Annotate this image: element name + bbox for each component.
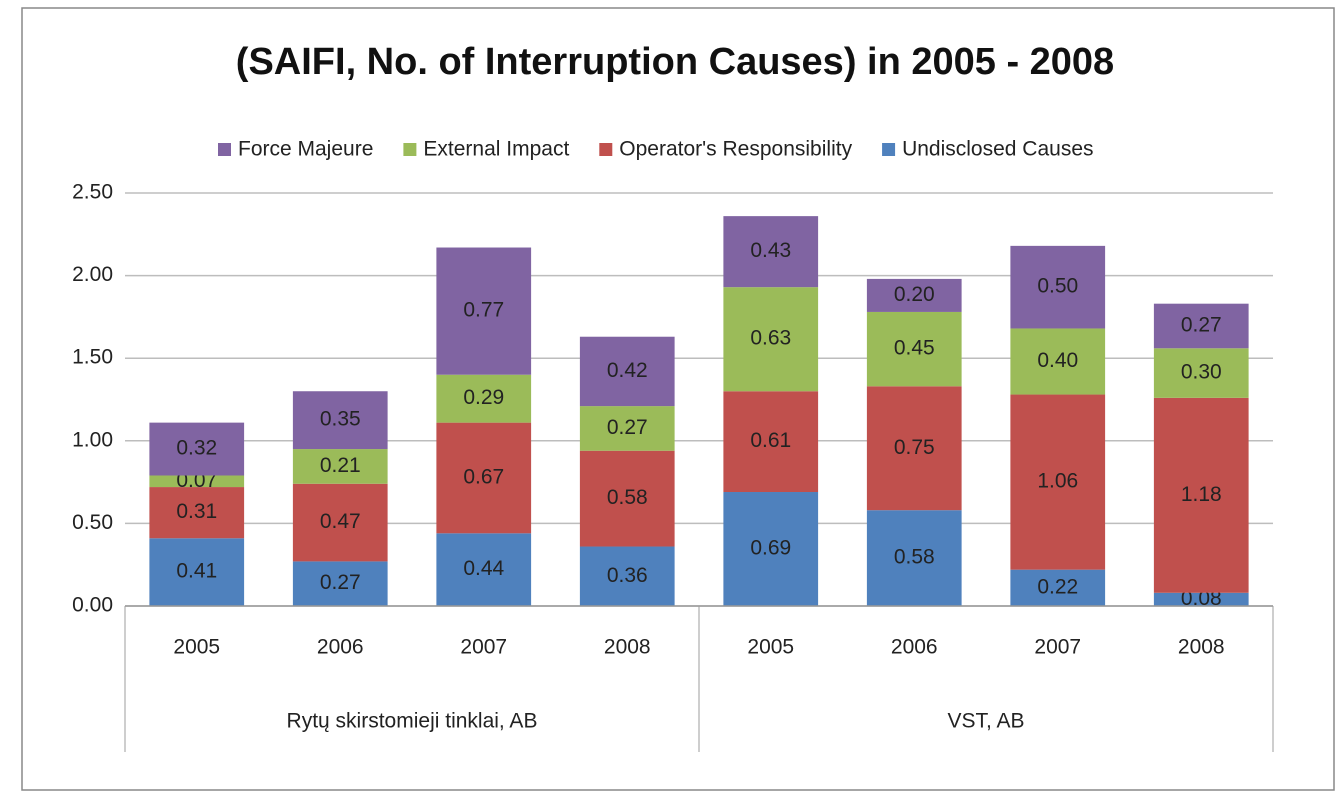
data-label: 0.75: [894, 436, 935, 459]
bar-segment: [149, 422, 245, 476]
bar-segment: [723, 287, 819, 392]
bar-segment: [292, 391, 388, 450]
bar-segment: [579, 336, 675, 407]
x-tick-label: 2007: [460, 636, 507, 659]
bar-segment: [866, 510, 962, 606]
data-label: 0.41: [176, 560, 217, 583]
bar-segment: [436, 247, 532, 375]
data-label: 0.30: [1181, 361, 1222, 384]
y-tick-label: 2.50: [72, 181, 113, 204]
x-tick-label: 2005: [747, 636, 794, 659]
bar-segment: [292, 561, 388, 606]
chart-frame: [21, 7, 1335, 791]
y-tick-label: 0.00: [72, 594, 113, 617]
bar-segment: [723, 216, 819, 288]
data-label: 0.44: [463, 557, 504, 580]
bar-segment: [1010, 328, 1106, 395]
data-label: 0.21: [320, 454, 361, 477]
data-label: 0.43: [750, 239, 791, 262]
legend-label: External Impact: [423, 138, 569, 161]
bar-segment: [149, 538, 245, 606]
bar-segment: [579, 450, 675, 547]
legend-label: Operator's Responsibility: [619, 138, 852, 161]
bar-segment: [149, 475, 245, 488]
bar-segment: [723, 492, 819, 606]
legend-swatch: [882, 143, 896, 156]
data-label: 0.31: [176, 500, 217, 523]
bar-segment: [292, 449, 388, 484]
legend-swatch: [599, 143, 613, 156]
bar-segment: [1153, 348, 1249, 398]
chart-title: (SAIFI, No. of Interruption Causes) in 2…: [236, 41, 1114, 83]
bar-segment: [1010, 569, 1106, 606]
data-label: 0.47: [320, 510, 361, 533]
data-label: 0.22: [1037, 575, 1078, 598]
group-label: VST, AB: [947, 710, 1024, 733]
data-label: 0.63: [750, 327, 791, 350]
bar-segment: [149, 487, 245, 539]
bar-segment: [1153, 592, 1249, 606]
y-tick-label: 1.50: [72, 346, 113, 369]
bar-segment: [723, 391, 819, 493]
data-label: 1.18: [1181, 483, 1222, 506]
y-tick-label: 2.00: [72, 263, 113, 286]
data-label: 0.77: [463, 299, 504, 322]
bar-segment: [1153, 397, 1249, 593]
bar-segment: [1010, 245, 1106, 329]
bar-segment: [436, 374, 532, 423]
legend-swatch: [403, 143, 417, 156]
data-label: 0.69: [750, 537, 791, 560]
bar-segment: [579, 406, 675, 451]
data-label: 0.35: [320, 408, 361, 431]
bar-segment: [866, 311, 962, 387]
x-tick-label: 2008: [1178, 636, 1225, 659]
x-tick-label: 2007: [1034, 636, 1081, 659]
y-tick-label: 1.00: [72, 428, 113, 451]
data-label: 0.29: [463, 386, 504, 409]
group-label: Rytų skirstomieji tinklai, AB: [287, 710, 538, 733]
data-label: 0.27: [1181, 314, 1222, 337]
y-tick-label: 0.50: [72, 511, 113, 534]
x-tick-label: 2006: [891, 636, 938, 659]
data-label: 0.58: [894, 546, 935, 569]
x-tick-label: 2006: [317, 636, 364, 659]
legend-swatch: [218, 143, 231, 156]
data-label: 0.32: [176, 437, 217, 460]
x-tick-label: 2005: [173, 636, 220, 659]
bar-segment: [579, 546, 675, 606]
data-label: 1.06: [1037, 470, 1078, 493]
data-label: 0.45: [894, 337, 935, 360]
bar-segment: [436, 533, 532, 606]
bar-segment: [436, 422, 532, 534]
bar-segment: [866, 278, 962, 312]
data-label: 0.67: [463, 466, 504, 489]
data-label: 0.42: [607, 359, 648, 382]
bar-segment: [1010, 394, 1106, 570]
data-label: 0.36: [607, 564, 648, 587]
data-label: 0.61: [750, 429, 791, 452]
data-label: 0.20: [894, 283, 935, 306]
bar-segment: [866, 386, 962, 511]
legend-label: Undisclosed Causes: [902, 138, 1093, 161]
x-tick-label: 2008: [604, 636, 651, 659]
bar-segment: [292, 483, 388, 562]
bar-segment: [1153, 303, 1249, 349]
legend-label: Force Majeure: [238, 138, 373, 161]
data-label: 0.27: [607, 416, 648, 439]
data-label: 0.40: [1037, 349, 1078, 372]
data-label: 0.27: [320, 571, 361, 594]
data-label: 0.50: [1037, 275, 1078, 298]
data-label: 0.58: [607, 486, 648, 509]
